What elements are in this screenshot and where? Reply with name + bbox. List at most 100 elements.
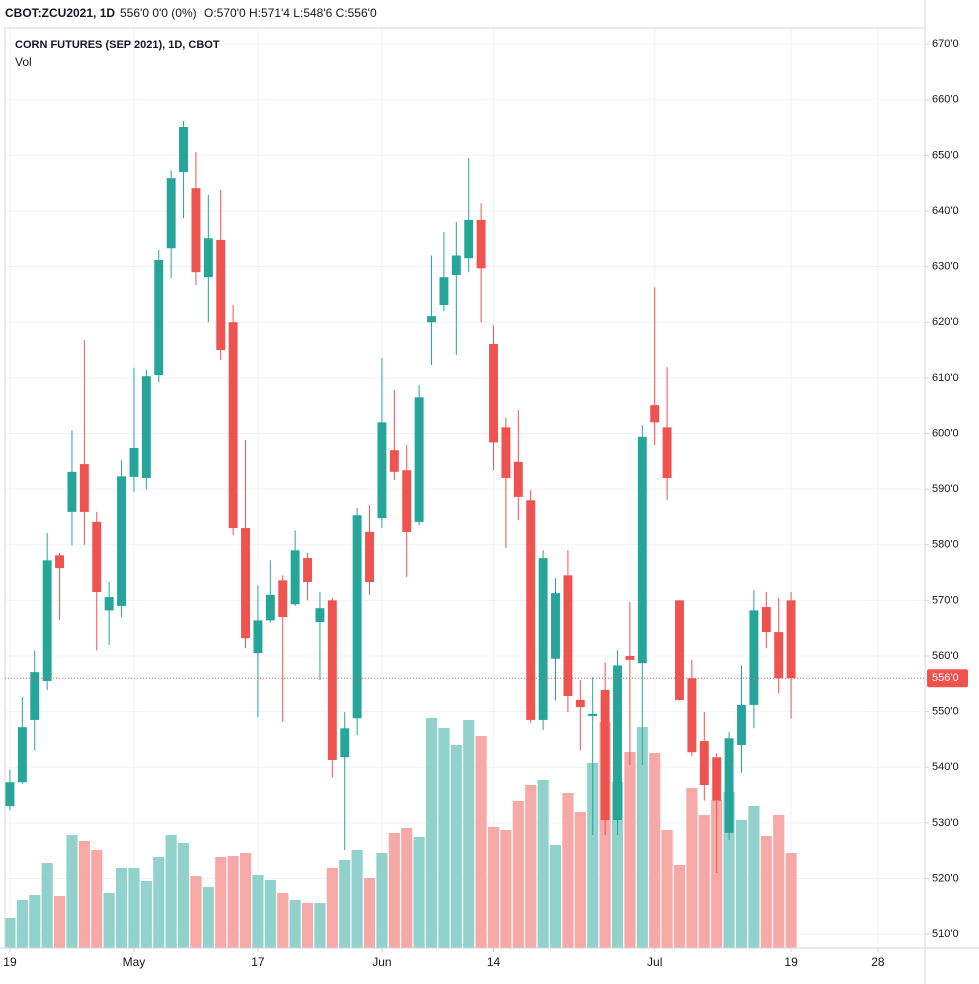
candle-body <box>786 600 796 679</box>
candle-body <box>513 461 523 497</box>
candle-body <box>191 188 201 273</box>
volume-layer <box>4 718 797 948</box>
volume-bar <box>537 780 549 948</box>
candle-body <box>290 550 300 605</box>
candle-body <box>650 405 660 423</box>
candle-body <box>675 600 684 700</box>
candle-body <box>637 436 647 664</box>
y-tick-label: 560'0 <box>932 650 959 662</box>
candle-body <box>625 655 635 660</box>
volume-bar <box>748 806 760 948</box>
candle-body <box>749 610 759 705</box>
candle-body <box>600 689 610 821</box>
y-tick-label: 580'0 <box>932 539 959 551</box>
volume-bar <box>512 801 524 948</box>
candle-body <box>241 528 251 639</box>
volume-bar <box>41 863 53 948</box>
candle-body <box>389 450 399 472</box>
volume-bar <box>29 895 41 948</box>
candle-body <box>427 316 436 323</box>
volume-bar <box>78 841 90 948</box>
x-tick-label: 28 <box>871 955 885 969</box>
candle-body <box>526 500 536 720</box>
candle-body <box>377 422 387 519</box>
candle-body <box>92 521 102 593</box>
candle-body <box>588 713 598 717</box>
volume-bar <box>363 878 376 948</box>
candle-body <box>179 127 189 173</box>
candle-layer <box>5 120 796 873</box>
volume-bar <box>301 903 314 948</box>
candle-body <box>141 376 151 478</box>
candle-body <box>737 704 746 745</box>
last-price-label: 556'0 <box>932 672 959 684</box>
volume-bar <box>215 857 227 948</box>
candle-body <box>365 531 374 583</box>
volume-bar <box>698 815 710 948</box>
volume-bar <box>549 845 562 948</box>
volume-bar <box>574 812 586 948</box>
candle-body <box>352 515 362 719</box>
y-tick-label: 570'0 <box>932 594 959 606</box>
volume-bar <box>611 782 624 948</box>
volume-bar <box>227 856 239 948</box>
candle-body <box>575 699 585 708</box>
candle-body <box>563 575 573 697</box>
x-tick-label: Jun <box>372 955 391 969</box>
volume-bar <box>165 835 177 948</box>
volume-bar <box>4 918 16 948</box>
volume-bar <box>425 718 438 948</box>
volume-bar <box>177 843 190 948</box>
x-tick-label: 14 <box>487 955 501 969</box>
volume-bar <box>190 876 202 948</box>
volume-bar <box>326 868 338 948</box>
candle-body <box>265 594 275 621</box>
x-tick-label: May <box>123 955 146 969</box>
y-tick-label: 530'0 <box>932 817 959 829</box>
chart-title: CORN FUTURES (SEP 2021), 1D, CBOT <box>15 39 220 51</box>
header-change: 556'0 0'0 (0%) <box>120 6 197 20</box>
candle-body <box>464 219 474 259</box>
y-tick-label: 620'0 <box>932 316 959 328</box>
last-price-box <box>927 669 968 688</box>
candle-body <box>253 620 263 654</box>
candle-body <box>55 555 65 569</box>
candle-body <box>216 239 226 351</box>
candle-body <box>687 678 697 753</box>
candle-body <box>662 427 672 478</box>
y-tick-label: 650'0 <box>932 149 959 161</box>
candle-body <box>774 632 784 679</box>
volume-bar <box>735 820 748 948</box>
volume-bar <box>351 850 363 948</box>
volume-bar <box>450 745 462 948</box>
y-tick-label: 590'0 <box>932 483 959 495</box>
candle-body <box>154 259 164 376</box>
volume-bar <box>91 850 103 948</box>
candle-body <box>613 665 622 821</box>
y-tick-label: 660'0 <box>932 94 959 106</box>
candle-body <box>538 558 548 720</box>
y-tick-label: 630'0 <box>932 261 959 273</box>
x-tick-label: 17 <box>251 955 265 969</box>
candle-body <box>414 397 424 522</box>
candle-body <box>67 471 77 512</box>
volume-bar <box>500 830 512 948</box>
header-symbol: CBOT:ZCU2021, 1D <box>5 6 115 20</box>
candle-body <box>129 447 139 477</box>
y-tick-label: 610'0 <box>932 372 959 384</box>
volume-bar <box>153 857 165 948</box>
y-tick-label: 520'0 <box>932 872 959 884</box>
volume-bar <box>376 853 388 948</box>
candle-body <box>30 672 40 720</box>
volume-bar <box>463 720 475 948</box>
volume-bar <box>711 800 723 948</box>
volume-bar <box>252 875 264 948</box>
volume-bar <box>202 887 214 948</box>
volume-label: Vol <box>15 55 32 69</box>
candle-body <box>761 607 771 633</box>
candle-body <box>551 593 560 659</box>
volume-bar <box>624 752 636 948</box>
volume-bar <box>339 860 351 948</box>
volume-bar <box>723 792 735 948</box>
